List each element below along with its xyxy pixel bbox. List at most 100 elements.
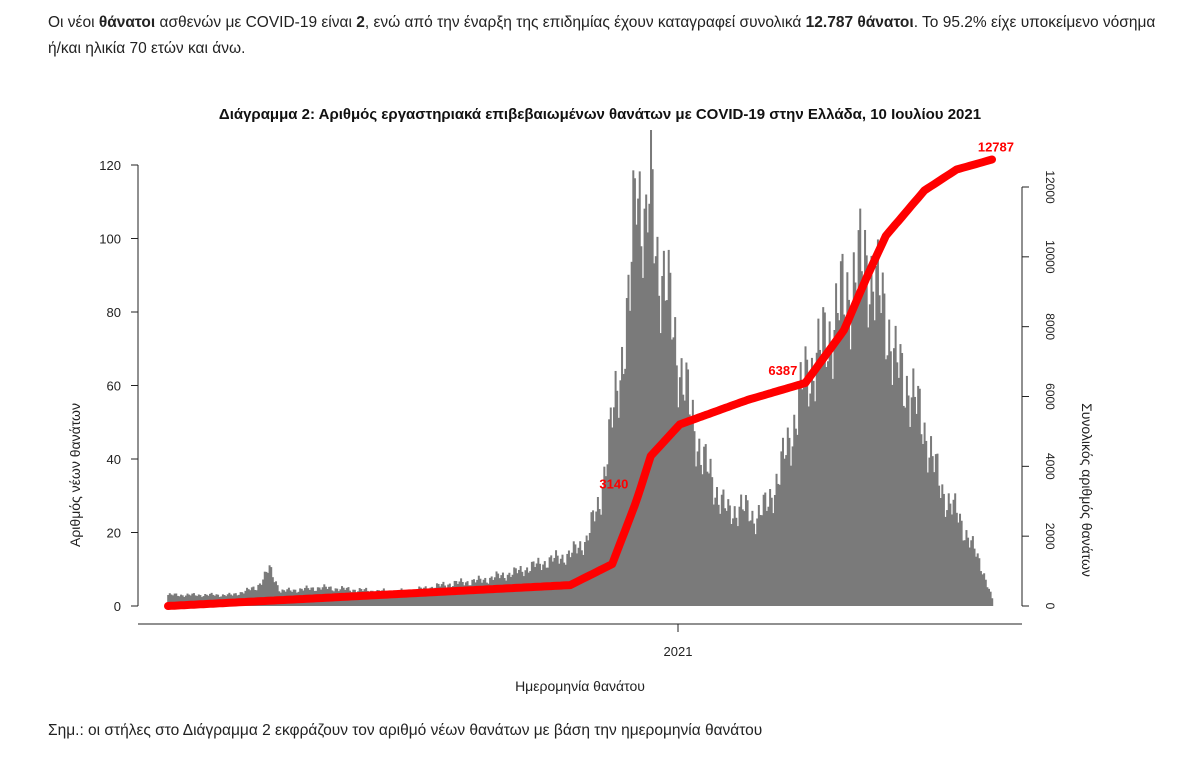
daily-bar [600, 514, 603, 606]
daily-bar [835, 283, 838, 606]
daily-bar [851, 306, 854, 606]
daily-bar [641, 277, 644, 606]
daily-bar [263, 571, 266, 606]
daily-bar [598, 509, 601, 606]
daily-bar [807, 406, 810, 606]
daily-bar [386, 592, 389, 606]
daily-bar [695, 466, 698, 606]
daily-bar [764, 492, 767, 606]
daily-bar [548, 557, 551, 606]
daily-bar [434, 587, 437, 606]
daily-bar [854, 282, 857, 606]
daily-bar [736, 526, 739, 606]
daily-bar [624, 368, 627, 606]
daily-bar [762, 494, 765, 606]
daily-bar [180, 594, 183, 606]
daily-bar [667, 249, 670, 606]
daily-bar [561, 554, 564, 606]
daily-bar [439, 586, 442, 606]
daily-bar [429, 587, 432, 606]
daily-bar [722, 489, 725, 606]
daily-bar [421, 589, 424, 606]
daily-bar [769, 489, 772, 606]
cumulative-annotations: 3140 6387 12787 [599, 140, 1014, 492]
daily-bar [979, 571, 982, 606]
daily-bar [633, 178, 636, 606]
right-tick-label: 8000 [1043, 313, 1057, 340]
right-tick-label: 4000 [1043, 453, 1057, 480]
daily-bar [394, 590, 397, 606]
intro-text-1: Οι νέοι [48, 14, 99, 31]
daily-bar [566, 553, 569, 606]
daily-bar [767, 506, 770, 606]
daily-bar [978, 558, 981, 606]
daily-bar [257, 584, 260, 606]
daily-bar [870, 255, 873, 606]
daily-bar [761, 515, 764, 606]
daily-bar [987, 588, 990, 606]
daily-bar [881, 272, 884, 606]
daily-bar [537, 557, 540, 606]
daily-bar [839, 261, 842, 606]
daily-bar [603, 466, 606, 606]
daily-bar [814, 401, 817, 606]
daily-bar [976, 553, 979, 606]
daily-bar [456, 583, 459, 606]
daily-bar [941, 484, 944, 606]
daily-bar [266, 572, 269, 606]
daily-bar [590, 512, 593, 606]
daily-bar [191, 593, 194, 606]
daily-bar [796, 434, 799, 606]
daily-bar [963, 540, 966, 606]
daily-bar [416, 589, 419, 606]
daily-bar [693, 431, 696, 606]
daily-bar [952, 499, 955, 606]
intro-text-2: ασθενών με COVID-19 είναι [155, 14, 357, 31]
daily-bar [907, 395, 910, 606]
left-y-axis: 0 20 40 60 80 100 120 [99, 158, 139, 614]
daily-bar [954, 493, 957, 606]
daily-bar [939, 498, 942, 606]
daily-bar [698, 438, 701, 606]
daily-bar [790, 465, 793, 606]
daily-bar [268, 565, 271, 606]
daily-bar [960, 520, 963, 606]
daily-bar [579, 541, 582, 606]
daily-bar [645, 194, 648, 606]
daily-bar [666, 300, 669, 606]
daily-bar [751, 510, 754, 606]
daily-bar [450, 587, 453, 606]
daily-bar [823, 312, 826, 606]
cumulative-annotation: 3140 [599, 476, 628, 491]
intro-bold-total-deaths: 12.787 θάνατοι [805, 14, 914, 31]
y2-axis-label: Συνολικός αριθμός θανάτων [1079, 403, 1095, 577]
daily-bar [640, 246, 643, 606]
daily-bar [888, 319, 891, 606]
daily-bar [184, 595, 187, 606]
daily-bar [622, 374, 625, 606]
daily-bar [938, 485, 941, 606]
daily-bar [273, 582, 276, 606]
daily-bar [703, 446, 706, 606]
daily-bar [772, 513, 775, 606]
daily-bar [735, 517, 738, 606]
daily-bar [915, 413, 918, 606]
daily-bar [793, 414, 796, 606]
daily-bar [865, 255, 868, 606]
daily-bar [931, 456, 934, 606]
daily-bar [468, 585, 471, 606]
daily-bar [408, 593, 411, 606]
daily-bar [959, 513, 962, 606]
daily-bar [944, 516, 947, 606]
daily-bar [833, 329, 836, 606]
daily-bar [920, 434, 923, 606]
daily-bar [806, 359, 809, 606]
daily-bar [707, 473, 710, 606]
right-tick-label: 12000 [1043, 170, 1057, 204]
daily-bar [921, 443, 924, 606]
intro-paragraph: Οι νέοι θάνατοι ασθενών με COVID-19 είνα… [48, 10, 1158, 62]
daily-bar [775, 473, 778, 606]
daily-bar [770, 497, 773, 606]
daily-bar [643, 208, 646, 606]
daily-bar [894, 325, 897, 606]
